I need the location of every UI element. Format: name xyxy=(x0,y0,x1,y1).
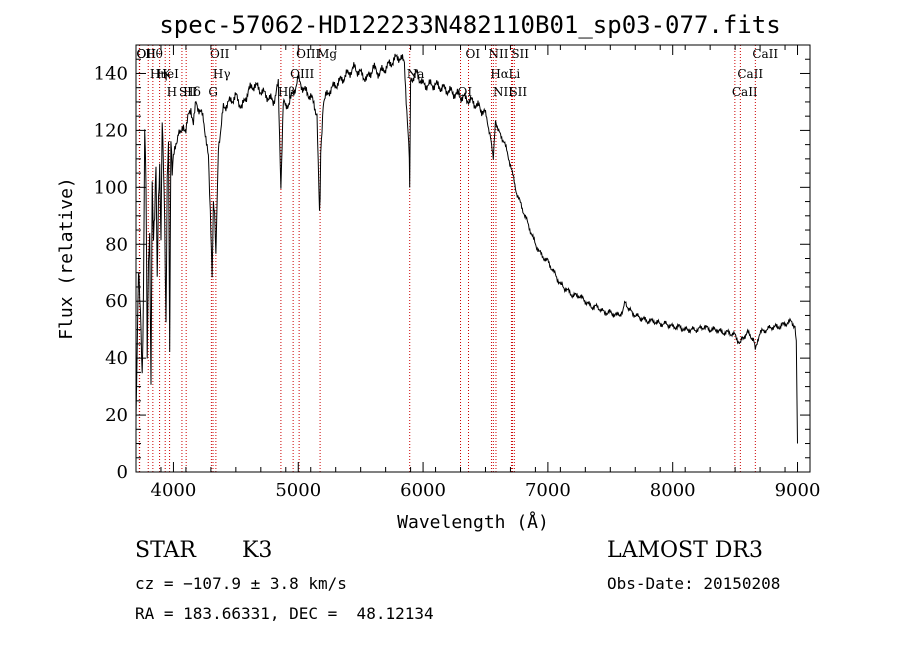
survey-name: LAMOST DR3 xyxy=(607,538,763,563)
line-marker-label-6: OII xyxy=(137,47,157,61)
line-marker-label-8: H xyxy=(167,85,177,99)
x-tick-label-0: 4000 xyxy=(151,480,197,501)
x-tick-label-2: 6000 xyxy=(400,480,446,501)
flux-series-line xyxy=(135,53,798,444)
line-marker-label-17: OI xyxy=(458,85,473,99)
x-tick-label-4: 8000 xyxy=(650,480,696,501)
line-marker-label-4: HeI xyxy=(157,67,180,81)
line-marker-label-1: K xyxy=(162,67,172,81)
x-tick-label-3: 7000 xyxy=(525,480,571,501)
line-marker-label-9: OII xyxy=(210,47,230,61)
y-tick-label-7: 140 xyxy=(94,63,128,84)
line-marker-label-11: G xyxy=(208,85,218,99)
line-marker-label-26: CaII xyxy=(732,85,758,99)
y-tick-label-1: 20 xyxy=(105,405,128,426)
y-tick-label-3: 60 xyxy=(105,291,128,312)
line-marker-label-0: Hθ xyxy=(145,47,163,61)
x-tick-label-1: 5000 xyxy=(275,480,321,501)
y-axis-label: Flux (relative) xyxy=(56,177,77,340)
line-marker-label-21: NII xyxy=(488,47,508,61)
y-tick-label-2: 40 xyxy=(105,348,128,369)
x-axis-label: Wavelength (Å) xyxy=(397,511,549,533)
line-marker-label-2: Hδ xyxy=(183,85,201,99)
line-marker-label-24: SII xyxy=(511,47,529,61)
subclass: K3 xyxy=(242,538,273,563)
line-marker-label-15: Mg xyxy=(317,47,337,61)
line-marker-label-22: Li xyxy=(508,67,520,81)
chart-title: spec-57062-HD122233N482110B01_sp03-077.f… xyxy=(159,11,780,39)
x-tick-label-5: 9000 xyxy=(775,480,821,501)
y-tick-label-5: 100 xyxy=(94,177,128,198)
object-type: STAR xyxy=(135,538,196,563)
redshift-velocity: cz = −107.9 ± 3.8 km/s xyxy=(135,574,347,593)
line-marker-label-19: Hα xyxy=(490,67,509,81)
line-marker-label-20: SII xyxy=(509,85,527,99)
plot-frame xyxy=(135,44,811,473)
line-marker-label-13: OIII xyxy=(290,67,314,81)
line-marker-label-3: OII xyxy=(136,47,156,61)
observation-date: Obs-Date: 20150208 xyxy=(607,574,781,593)
line-marker-label-18: OI xyxy=(466,47,481,61)
y-tick-label-4: 80 xyxy=(105,234,128,255)
y-tick-label-6: 120 xyxy=(94,120,128,141)
y-tick-label-0: 0 xyxy=(117,462,128,483)
line-marker-label-12: OIII xyxy=(296,47,320,61)
line-marker-label-7: Hη xyxy=(150,67,168,81)
line-marker-label-10: Hγ xyxy=(213,67,231,81)
sky-coordinates: RA = 183.66331, DEC = 48.12134 xyxy=(135,604,434,623)
line-marker-label-27: CaII xyxy=(752,47,778,61)
line-marker-label-23: NII xyxy=(493,85,513,99)
line-marker-label-25: CaII xyxy=(737,67,763,81)
line-marker-label-5: SII xyxy=(179,85,197,99)
